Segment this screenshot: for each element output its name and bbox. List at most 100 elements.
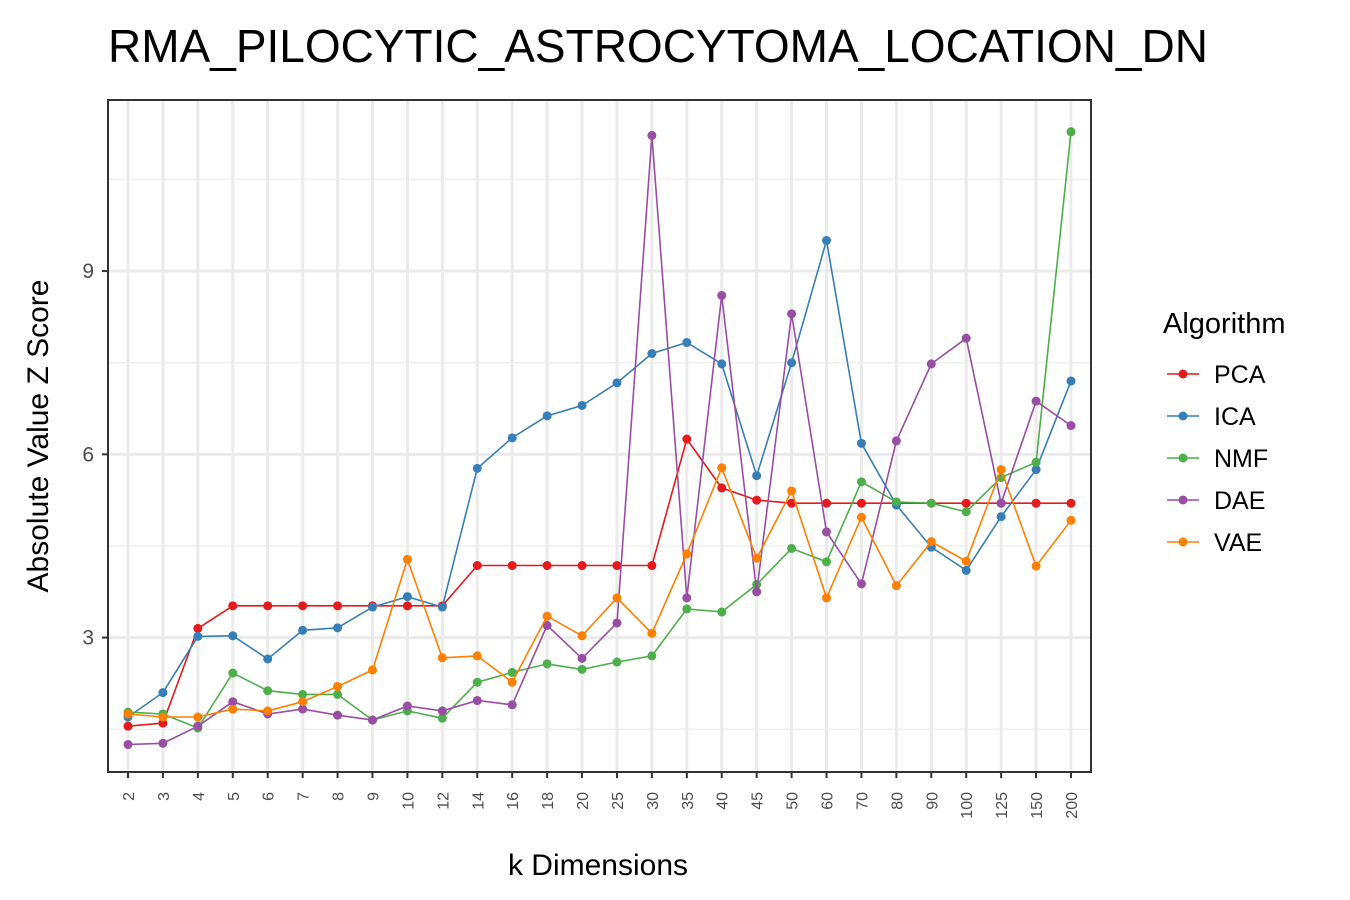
data-point [123,740,133,750]
data-point [717,359,727,369]
x-tick-label: 12 [435,792,452,810]
x-tick-label: 4 [191,792,208,801]
x-tick-label: 9 [365,792,382,801]
x-axis-title: k Dimensions [508,849,688,882]
data-point [752,471,762,481]
data-point [996,512,1006,522]
data-point [193,721,203,731]
data-point [1031,465,1041,475]
legend-key-point [1178,537,1188,547]
data-point [437,706,447,716]
data-point [1031,498,1041,508]
data-point [333,681,343,691]
legend-item-ica: ICA [1167,403,1256,431]
data-point [717,290,727,300]
data-point [682,549,692,559]
data-point [437,602,447,612]
y-axis-title: Absolute Value Z Score [22,280,55,593]
legend-title: Algorithm [1163,308,1286,340]
x-tick-label: 100 [959,792,976,819]
data-point [263,601,273,611]
x-tick-label: 90 [924,792,941,810]
x-tick-label: 150 [1029,792,1046,819]
data-point [682,338,692,348]
data-point [856,477,866,487]
data-point [507,700,517,710]
data-point [228,601,238,611]
data-point [752,579,762,589]
legend-label: PCA [1214,361,1266,389]
data-point [228,668,238,678]
series-lines [123,127,1076,750]
legend-item-vae: VAE [1167,529,1262,557]
data-point [856,438,866,448]
x-tick-label: 3 [156,792,173,801]
data-point [158,688,168,698]
data-point [333,689,343,699]
data-point [542,659,552,669]
data-point [367,602,377,612]
data-point [891,581,901,591]
data-point [612,657,622,667]
data-point [961,556,971,566]
data-point [263,706,273,716]
data-point [1066,498,1076,508]
data-point [193,623,203,633]
data-point [752,495,762,505]
data-point [1066,127,1076,137]
data-point [856,512,866,522]
data-point [1031,396,1041,406]
data-point [123,709,133,719]
data-point [158,712,168,722]
data-point [437,713,447,723]
data-point [298,697,308,707]
data-point [752,587,762,597]
data-point [787,309,797,319]
x-tick-label: 16 [505,792,522,810]
legend-key-point [1178,495,1188,505]
data-point [228,697,238,707]
x-tick-label: 30 [645,792,662,810]
data-point [1066,421,1076,431]
data-point [577,631,587,641]
data-point [577,561,587,571]
legend-label: VAE [1214,529,1262,557]
data-point [472,651,482,661]
data-point [961,333,971,343]
legend-label: DAE [1214,487,1265,515]
data-point [787,486,797,496]
data-point [961,565,971,575]
x-tick-label: 125 [994,792,1011,819]
grid-lines [108,100,1091,772]
x-axis: 2 3 4 5 6 7 8 9 10 12 14 16 18 20 25 30 35 40 45 50 60 70 80 90… [121,772,1081,819]
series-line [127,131,1072,729]
x-tick-label: 7 [296,792,313,801]
data-point [507,667,517,677]
data-point [437,653,447,663]
data-point [961,507,971,517]
legend-label: NMF [1214,445,1268,473]
data-point [891,436,901,446]
x-tick-label: 10 [400,792,417,810]
data-point [577,664,587,674]
legend: Algorithm PCA ICA NMF DAE VAE [1163,308,1286,557]
x-tick-label: 25 [610,792,627,810]
data-point [333,601,343,611]
data-point [822,498,832,508]
data-point [717,483,727,493]
x-tick-label: 14 [470,792,487,810]
data-point [1066,515,1076,525]
y-tick-label: 3 [82,627,94,650]
x-tick-label: 20 [575,792,592,810]
data-point [472,696,482,706]
data-point [717,607,727,617]
x-tick-label: 200 [1064,792,1081,819]
x-tick-label: 8 [331,792,348,801]
data-point [856,498,866,508]
data-point [647,130,657,140]
data-point [822,593,832,603]
series-dae [123,130,1076,750]
series-vae [123,463,1076,722]
data-point [507,561,517,571]
